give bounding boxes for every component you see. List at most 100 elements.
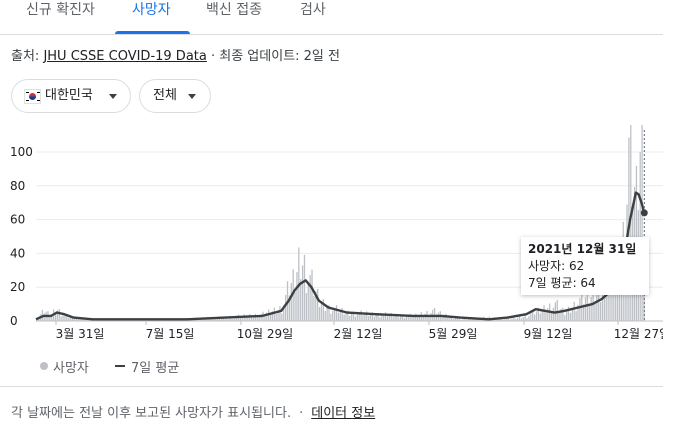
bar [582,304,585,321]
bar [599,301,602,321]
x-tick-label: 10월 29일 [237,327,293,341]
bar [513,317,515,321]
legend-bars-swatch [40,362,48,370]
bar [588,304,590,321]
y-tick-label: 0 [10,314,18,328]
bar [71,316,74,321]
bar [603,280,606,321]
bar [592,289,594,321]
tab-vaccination[interactable]: 백신 접종 [206,2,262,18]
bar [85,319,87,321]
bar [567,306,570,321]
bar [251,317,253,321]
bar [247,315,249,321]
source-link[interactable]: JHU CSSE COVID-19 Data [43,49,207,64]
bar [639,151,641,321]
bar [51,316,53,321]
tab-new-cases[interactable]: 신규 확진자 [26,2,95,18]
bar [613,291,615,321]
data-info-link[interactable]: 데이터 정보 [311,406,376,421]
bar [309,274,311,321]
bar [211,317,213,321]
bar [379,317,381,321]
bar [332,310,334,321]
x-tick-label: 12월 27일 [614,327,663,341]
scope-dropdown[interactable]: 전체 [139,79,211,113]
bar [201,319,204,321]
bar [520,318,523,321]
bar [256,317,258,321]
bar [349,315,351,321]
deaths-chart[interactable]: 0 20 40 60 80 100 3월 31일 7월 15일 10월 29일 2월 12일 5월 … [0,125,663,347]
bar [36,320,38,321]
country-dropdown[interactable]: 대한민국 [11,79,131,113]
legend-bars-label: 사망자 [53,361,89,376]
bar [601,290,604,321]
bar [596,294,598,321]
x-tick-label: 3월 31일 [56,327,105,341]
bar [330,313,332,321]
bar [245,317,247,321]
bar [518,316,521,321]
bar [315,291,317,321]
bar [196,319,198,321]
bar [232,318,234,321]
bar [607,294,609,321]
bar [209,318,211,321]
bar [511,318,513,321]
bar [462,319,464,321]
bar [326,307,328,321]
bar [364,313,366,321]
bar [318,307,321,321]
bar [345,312,347,321]
bar [283,305,285,321]
chevron-down-icon [109,94,117,99]
bar [320,302,323,321]
bar [443,314,445,321]
bar [279,305,281,321]
bar [235,316,238,321]
bar [566,311,568,321]
bar [401,314,404,321]
bar [467,318,470,321]
bar [266,312,268,321]
bar [575,311,577,321]
bar [590,297,592,321]
bar [252,315,255,321]
bar [269,314,272,321]
bar [207,319,209,321]
bar [533,314,536,321]
bar [464,318,466,321]
bar [560,308,562,321]
bar [552,307,555,321]
hover-point [640,209,648,217]
bar [516,317,519,321]
bar [311,269,313,321]
update-time: · 최종 업데이트: 2일 전 [206,49,340,64]
bar [81,318,83,321]
bar [522,317,524,321]
bar [303,254,306,321]
tab-deaths[interactable]: 사망자 [132,2,171,18]
bar [433,307,436,321]
bar [545,312,547,321]
bar [407,315,409,321]
bar [515,318,517,321]
bar [277,310,279,321]
bar [203,318,206,321]
bar [322,299,324,321]
bar [403,317,406,321]
bar [334,307,336,321]
footer: 각 날짜에는 전날 이후 보고된 사망자가 표시됩니다. · 데이터 정보 [11,402,375,421]
bar [273,307,275,321]
bar [69,316,72,321]
bar [413,315,415,321]
bar [452,318,455,321]
bar [398,317,400,321]
bar [362,315,364,321]
tab-tests[interactable]: 검사 [300,2,326,18]
x-tick-label: 9월 12일 [524,327,573,341]
bar [290,283,292,321]
bar [49,316,51,321]
bar [228,317,230,321]
